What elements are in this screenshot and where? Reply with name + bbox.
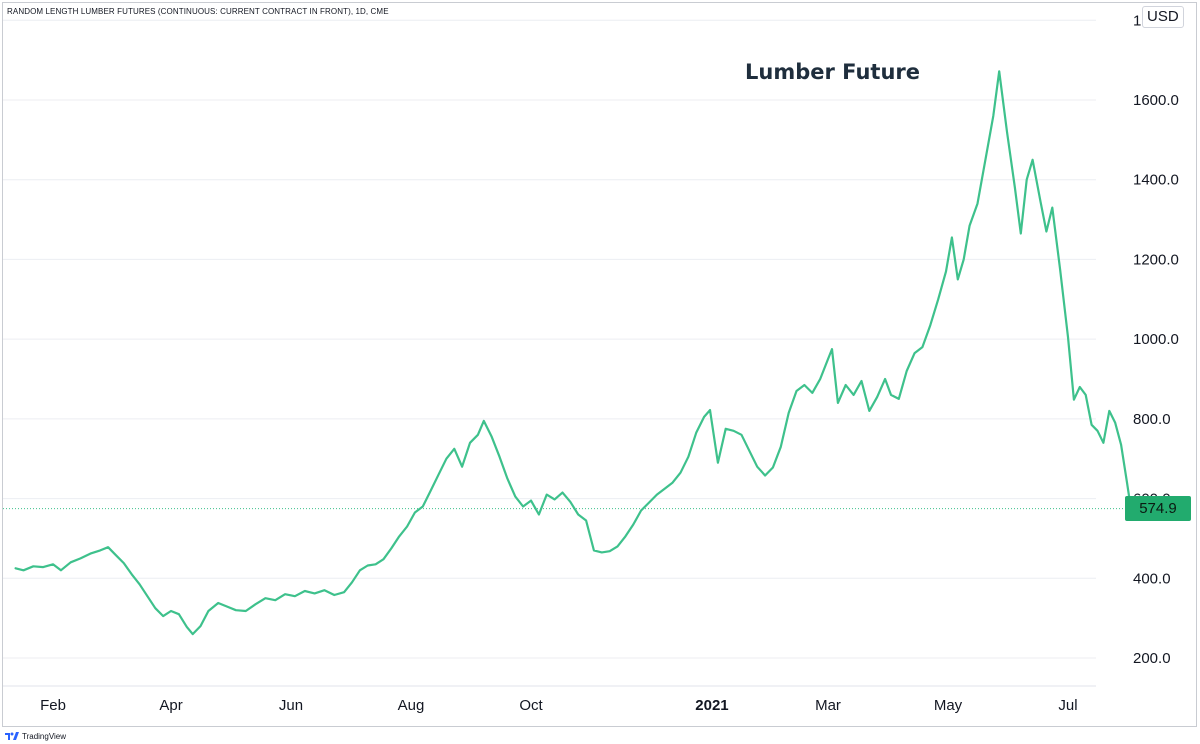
y-axis-ticks: 200.0400.0600.0800.01000.01200.01400.016… [1133,12,1179,667]
x-tick-label: Mar [815,697,841,714]
chart-frame [2,2,1197,727]
last-price-tag: 574.9 [1125,496,1191,521]
y-tick-label: 1200.0 [1133,251,1179,268]
currency-label[interactable]: USD [1142,6,1184,28]
y-tick-label: 1600.0 [1133,92,1179,109]
series-title: RANDOM LENGTH LUMBER FUTURES (CONTINUOUS… [7,7,389,16]
x-tick-label: Jun [279,697,303,714]
x-axis-ticks: Feb Apr Jun Aug Oct 2021 Mar May Jul [40,697,1078,714]
x-tick-label: Jul [1058,697,1077,714]
footer-brand[interactable]: TradingView [5,729,66,743]
x-tick-label: May [934,697,963,714]
tradingview-logo-icon [5,732,19,740]
series-line [14,70,1132,636]
y-tick-label: 400.0 [1133,570,1171,587]
x-tick-label: Oct [519,697,543,714]
y-tick-label: 200.0 [1133,650,1171,667]
brand-name: TradingView [22,731,67,741]
gridlines [3,19,1096,659]
x-tick-label: Feb [40,697,66,714]
chart-annotation: Lumber Future [745,60,920,84]
y-tick-label: 1400.0 [1133,172,1179,189]
x-tick-label: 2021 [695,697,728,714]
y-tick-label: 1000.0 [1133,331,1179,348]
x-tick-label: Aug [398,697,425,714]
x-tick-label: Apr [159,697,182,714]
y-tick-label: 800.0 [1133,411,1171,428]
